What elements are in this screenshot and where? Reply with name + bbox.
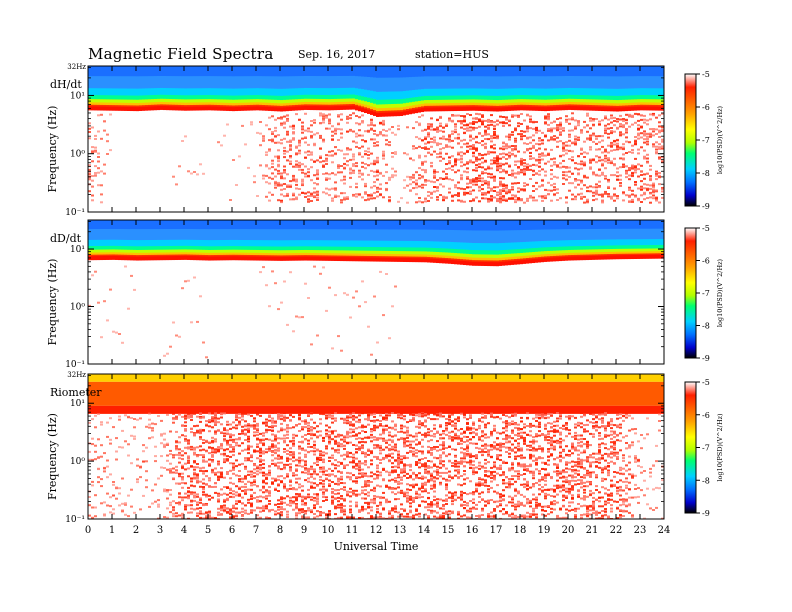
colorbar-label: log10(PSD)(V^2/Hz): [716, 413, 724, 482]
y-tick-label: 10⁻¹: [65, 360, 85, 370]
spectrogram-image: [88, 220, 664, 364]
spectrogram-image: [88, 374, 664, 519]
colorbar: [684, 227, 697, 359]
x-tick-label: 1: [109, 525, 115, 536]
x-axis-title: Universal Time: [334, 540, 419, 553]
colorbar: [684, 73, 697, 207]
x-tick-label: 5: [205, 525, 211, 536]
y-tick-label: 10¹: [70, 91, 85, 101]
panel-name: dH/dt: [50, 78, 82, 91]
y-tick-label: 10⁻¹: [65, 515, 85, 525]
x-tick-label: 18: [514, 525, 527, 536]
colorbar-tick-label: -7: [702, 136, 710, 145]
x-tick-label: 22: [610, 525, 623, 536]
y-axis-title: Frequency (Hz): [46, 413, 59, 500]
colorbar: [684, 381, 697, 514]
colorbar-tick-label: -7: [702, 289, 710, 298]
time-axis: 0 1 2 3 4 5 6 7 8 9 10 11 12 13 14 15 16 17 18 19 20 21 22 23 24…: [85, 525, 671, 553]
station-label: station=HUS: [415, 48, 489, 61]
figure-date: Sep. 16, 2017: [298, 48, 376, 61]
y-tick-label: 10¹: [70, 399, 85, 409]
x-tick-label: 12: [370, 525, 383, 536]
y-tick-label: 10¹: [70, 245, 85, 255]
x-tick-label: 2: [133, 525, 139, 536]
panel-top-label: 32Hz: [67, 63, 86, 71]
x-tick-label: 17: [490, 525, 503, 536]
x-tick-label: 24: [658, 525, 671, 536]
panel-riometer: 10¹ 10⁰ 10⁻¹ 32Hz Riometer Frequency (Hz) -5 -6…: [46, 371, 724, 525]
y-tick-label: 10⁻¹: [65, 208, 85, 218]
panel-dh-dt: 10¹ 10⁰ 10⁻¹ 32Hz dH/dt Frequency (Hz) -5 -6 -7 -…: [46, 63, 724, 218]
x-tick-label: 14: [418, 525, 431, 536]
colorbar-tick-label: -7: [702, 444, 710, 453]
x-tick-label: 0: [85, 525, 91, 536]
colorbar-tick-label: -9: [702, 509, 710, 518]
colorbar-tick-label: -6: [702, 103, 710, 112]
colorbar-tick-label: -9: [702, 202, 710, 211]
x-tick-label: 23: [634, 525, 647, 536]
panel-name: Riometer: [50, 386, 102, 399]
x-tick-label: 10: [322, 525, 335, 536]
colorbar-tick-label: -5: [702, 378, 710, 387]
x-tick-label: 15: [442, 525, 455, 536]
panel-name: dD/dt: [50, 232, 82, 245]
y-axis-title: Frequency (Hz): [46, 106, 59, 193]
colorbar-tick-label: -8: [702, 322, 710, 331]
spectrogram-image: [88, 66, 664, 212]
x-tick-label: 19: [538, 525, 551, 536]
x-tick-label: 11: [346, 525, 359, 536]
colorbar-tick-label: -8: [702, 476, 710, 485]
x-tick-label: 20: [562, 525, 575, 536]
colorbar-tick-label: -6: [702, 257, 710, 266]
x-tick-label: 6: [229, 525, 235, 536]
colorbar-label: log10(PSD)(V^2/Hz): [716, 258, 724, 327]
x-tick-label: 8: [277, 525, 283, 536]
colorbar-tick-label: -9: [702, 354, 710, 363]
colorbar-label: log10(PSD)(V^2/Hz): [716, 105, 724, 174]
y-tick-label: 10⁰: [70, 303, 85, 313]
x-tick-label: 4: [181, 525, 187, 536]
x-tick-label: 16: [466, 525, 479, 536]
y-axis-title: Frequency (Hz): [46, 259, 59, 346]
colorbar-tick-label: -5: [702, 224, 710, 233]
colorbar-tick-label: -5: [702, 70, 710, 79]
figure-title: Magnetic Field Spectra: [88, 45, 274, 63]
x-tick-label: 21: [586, 525, 599, 536]
panel-top-label: 32Hz: [67, 371, 86, 379]
colorbar-tick-label: -6: [702, 411, 710, 420]
colorbar-tick-label: -8: [702, 169, 710, 178]
y-tick-label: 10⁰: [70, 150, 85, 160]
panel-dd-dt: 10¹ 10⁰ 10⁻¹ dD/dt Frequency (Hz) -5 -6 -7 -8 -9 l…: [46, 219, 724, 370]
x-tick-label: 7: [253, 525, 259, 536]
x-tick-label: 3: [157, 525, 163, 536]
x-tick-label: 13: [394, 525, 407, 536]
y-tick-label: 10⁰: [70, 457, 85, 467]
x-tick-label: 9: [301, 525, 307, 536]
